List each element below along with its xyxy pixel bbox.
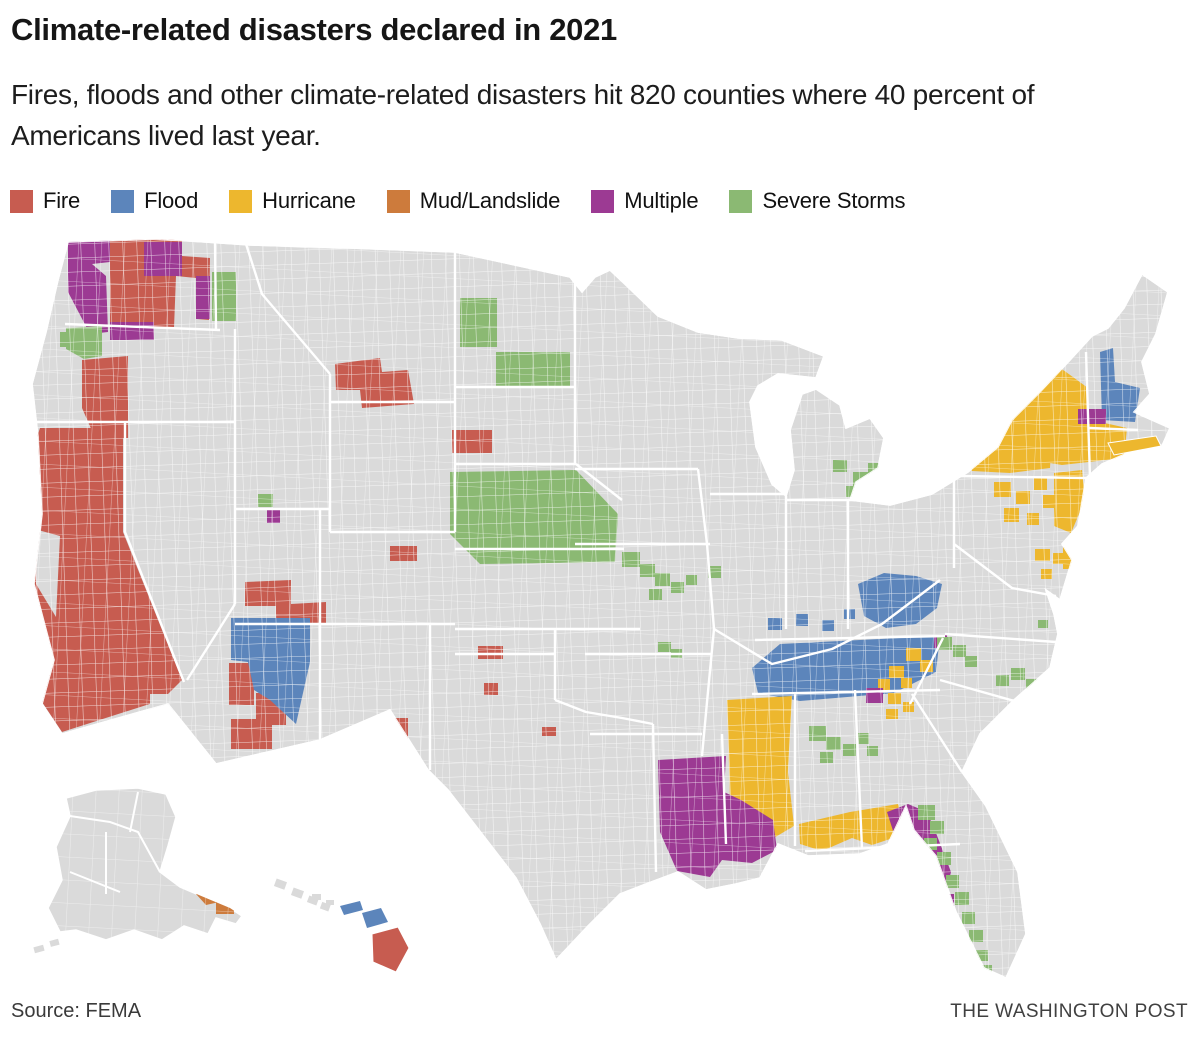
fire-swatch <box>10 189 33 213</box>
legend-item-mud-landslide: Mud/Landslide <box>386 188 561 214</box>
maui-flood-region <box>362 908 388 928</box>
mud-landslide-swatch <box>386 189 410 213</box>
oahu-flood-region <box>340 901 363 915</box>
legend-label-fire: Fire <box>43 188 81 213</box>
legend-label-severe-storms: Severe Storms <box>762 188 906 213</box>
hawaii-inset <box>312 894 410 973</box>
big-island-fire-region <box>371 926 410 973</box>
publisher-credit: THE WASHINGTON POST <box>950 1001 1188 1022</box>
alaska-inset <box>33 787 331 954</box>
legend-item-multiple: Multiple <box>591 188 699 214</box>
legend-label-hurricane: Hurricane <box>262 188 356 213</box>
multiple-swatch <box>591 189 615 213</box>
legend-label-flood: Flood <box>144 188 199 213</box>
us-county-map <box>10 232 1190 988</box>
subtitle: Fires, floods and other climate-related … <box>11 79 1035 151</box>
source-note: Source: FEMA <box>11 1000 142 1022</box>
hurricane-swatch <box>229 189 253 213</box>
aleutian-and-panhandle-islands <box>33 878 331 954</box>
legend-label-multiple: Multiple <box>624 188 699 213</box>
long-island-hurricane-region <box>1107 435 1162 456</box>
state-borders <box>36 241 1139 873</box>
legend: Fire Flood Hurricane Mud/Landslide Multi… <box>10 188 906 214</box>
flood-swatch <box>111 189 135 213</box>
legend-item-hurricane: Hurricane <box>229 188 356 214</box>
legend-label-mud-landslide: Mud/Landslide <box>419 188 561 213</box>
legend-item-fire: Fire <box>10 188 80 214</box>
us-map-svg <box>31 238 1171 979</box>
severe-storms-swatch <box>729 189 753 213</box>
disaster-regions <box>32 239 1170 978</box>
legend-item-flood: Flood <box>111 188 198 214</box>
legend-item-severe-storms: Severe Storms <box>729 188 906 214</box>
page-title: Climate-related disasters declared in 20… <box>11 12 617 47</box>
